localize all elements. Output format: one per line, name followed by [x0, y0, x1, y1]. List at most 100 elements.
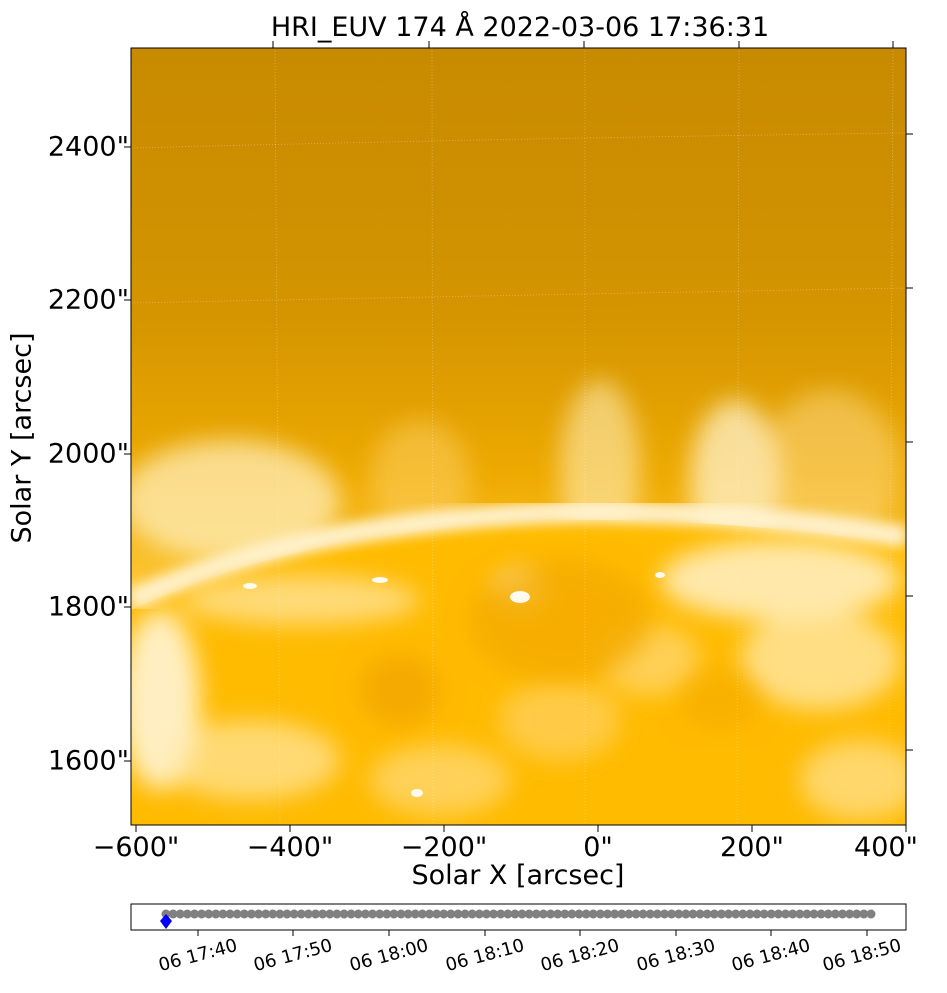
timeline-dot — [460, 909, 470, 919]
timeline-dot — [617, 909, 627, 919]
chart-title: HRI_EUV 174 Å 2022-03-06 17:36:31 — [270, 12, 770, 43]
timeline-dot — [823, 909, 833, 919]
timeline-dot — [375, 909, 385, 919]
timeline-dot — [432, 909, 442, 919]
timeline-dot — [567, 909, 577, 919]
timeline-dot — [759, 909, 769, 919]
timeline-dot — [702, 909, 712, 919]
timeline-dot — [467, 909, 477, 919]
timeline-dot — [546, 909, 556, 919]
timeline-dot — [816, 909, 826, 919]
x-tick-label: 400" — [854, 832, 918, 863]
timeline-dot — [325, 909, 335, 919]
timeline-dot — [268, 909, 278, 919]
timeline-dot — [652, 909, 662, 919]
timeline-dot — [496, 909, 506, 919]
y-tick-label: 1800" — [47, 591, 129, 623]
timeline-dot — [674, 909, 684, 919]
timeline-dot — [781, 909, 791, 919]
timeline-dot — [688, 909, 698, 919]
timeline-dot — [346, 909, 356, 919]
timeline-dot — [866, 909, 876, 919]
x-axis-label: Solar X [arcsec] — [411, 860, 625, 891]
timeline-dot — [731, 909, 741, 919]
timeline-dot — [225, 909, 235, 919]
timeline-dot — [531, 909, 541, 919]
timeline-dot — [232, 909, 242, 919]
timeline-dots — [161, 909, 876, 919]
timeline-dot — [254, 909, 264, 919]
y-tick-label: 2400" — [47, 131, 129, 163]
timeline-dot — [852, 909, 862, 919]
timeline-dot — [218, 909, 228, 919]
timeline-dot — [211, 909, 221, 919]
timeline-dot — [368, 909, 378, 919]
timeline-dot — [603, 909, 613, 919]
timeline-dot — [795, 909, 805, 919]
timeline-dot — [588, 909, 598, 919]
timeline-dot — [638, 909, 648, 919]
timeline-dot — [275, 909, 285, 919]
timeline-dot — [246, 909, 256, 919]
timeline-dot — [182, 909, 192, 919]
timeline-dot — [303, 909, 313, 919]
timeline-dot — [645, 909, 655, 919]
timeline-dot — [296, 909, 306, 919]
timeline-dot — [424, 909, 434, 919]
timeline-dot — [574, 909, 584, 919]
timeline-dot — [239, 909, 249, 919]
timeline-dot — [510, 909, 520, 919]
timeline-dot — [624, 909, 634, 919]
timeline-dot — [802, 909, 812, 919]
timeline-dot — [332, 909, 342, 919]
timeline-dot — [517, 909, 527, 919]
timeline-dot — [859, 909, 869, 919]
timeline-dot — [773, 909, 783, 919]
plot-frame — [130, 47, 907, 826]
timeline-dot — [838, 909, 848, 919]
timeline-dot — [318, 909, 328, 919]
timeline-dot — [788, 909, 798, 919]
timeline-dot — [382, 909, 392, 919]
timeline-dot — [503, 909, 513, 919]
timeline-dot — [845, 909, 855, 919]
timeline-dot — [439, 909, 449, 919]
timeline-dot — [667, 909, 677, 919]
y-axis-label: Solar Y [arcsec] — [6, 332, 38, 544]
x-tick-label: −200" — [400, 832, 488, 863]
timeline-dot — [481, 909, 491, 919]
timeline-dot — [353, 909, 363, 919]
y-tick-label: 1600" — [47, 745, 129, 777]
timeline-dot — [581, 909, 591, 919]
timeline-dot — [282, 909, 292, 919]
timeline-dot — [189, 909, 199, 919]
timeline-dot — [446, 909, 456, 919]
solar-image — [131, 48, 906, 825]
timeline-dot — [197, 909, 207, 919]
x-tick-label: −400" — [246, 832, 334, 863]
x-tick-label: −600" — [92, 832, 180, 863]
x-tick-label: 0" — [583, 832, 613, 863]
timeline-dot — [339, 909, 349, 919]
y-tick-label: 2000" — [47, 438, 129, 470]
timeline-dot — [830, 909, 840, 919]
y-tick-label: 2200" — [47, 284, 129, 316]
timeline-dot — [695, 909, 705, 919]
timeline-dot — [766, 909, 776, 919]
timeline-dot — [738, 909, 748, 919]
timeline-dot — [311, 909, 321, 919]
timeline-dot — [453, 909, 463, 919]
timeline-dot — [752, 909, 762, 919]
timeline-dot — [716, 909, 726, 919]
timeline-dot — [709, 909, 719, 919]
timeline-dot — [724, 909, 734, 919]
timeline-dot — [538, 909, 548, 919]
timeline-dot — [289, 909, 299, 919]
timeline-dot — [261, 909, 271, 919]
timeline-dot — [360, 909, 370, 919]
timeline-dot — [524, 909, 534, 919]
timeline-dot — [745, 909, 755, 919]
timeline-dot — [168, 909, 178, 919]
timeline-dot — [631, 909, 641, 919]
